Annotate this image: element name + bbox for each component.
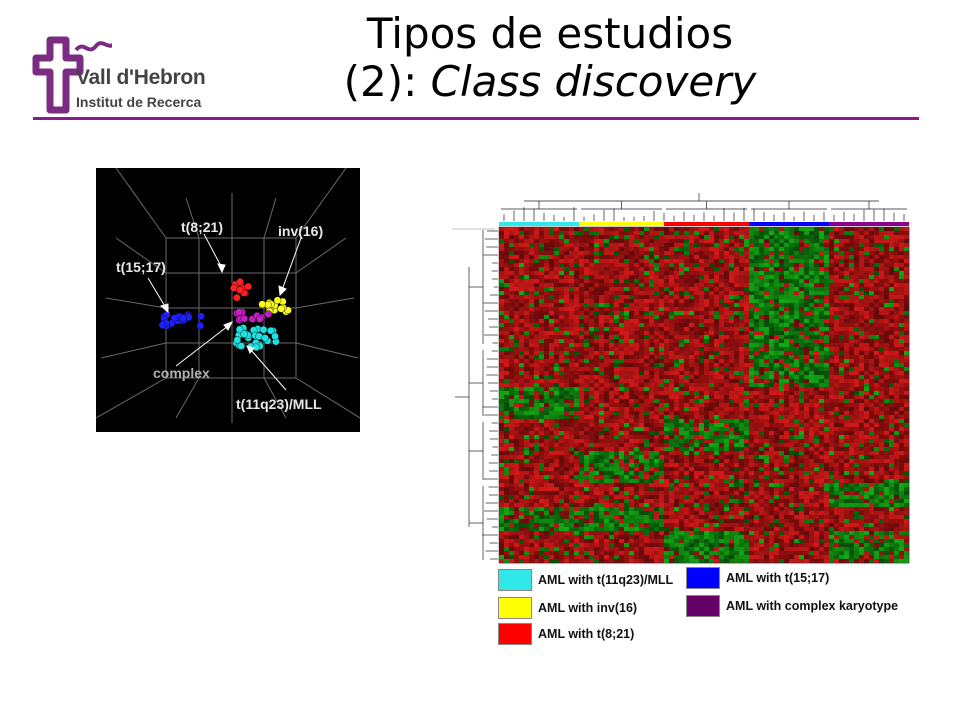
label-arrows (147, 233, 302, 391)
scatter-point (232, 293, 241, 302)
grid-box (95, 167, 361, 423)
legend-swatch (498, 597, 532, 619)
title-prefix: (2): (343, 57, 431, 106)
title-line-2: (2): Class discovery (300, 58, 800, 106)
legend-swatch (498, 569, 532, 591)
legend-item: AML with t(8;21) (498, 622, 634, 646)
scatter-point (197, 312, 205, 321)
legend-item: AML with t(15;17) (686, 566, 829, 590)
scatter-point (179, 314, 187, 322)
scatter-point (233, 336, 242, 344)
label-inv16: inv(16) (278, 223, 323, 239)
scatter-point (264, 310, 273, 318)
vall-dhebron-logo (22, 30, 232, 120)
title-line-1: Tipos de estudios (366, 9, 734, 58)
scatter-point (158, 321, 167, 329)
legend-swatch (686, 567, 720, 589)
scatter-point (258, 300, 266, 309)
sample-group-bar (499, 222, 909, 226)
scatter-point (277, 304, 285, 313)
logo-name: Vall d'Hebron (76, 66, 206, 89)
scatter-point (170, 314, 179, 322)
sample-dendrogram (501, 193, 907, 221)
gene-dendrogram (452, 228, 498, 560)
scatter-point (271, 332, 279, 341)
label-complex: complex (153, 365, 210, 381)
scatter-point (240, 330, 248, 338)
expression-heatmap (452, 192, 914, 564)
slide-title: Tipos de estudios (2): Class discovery (300, 10, 800, 106)
label-t1517: t(15;17) (116, 259, 166, 275)
scatter-point (235, 325, 244, 334)
scatter-point (261, 334, 269, 342)
scatter-point (252, 343, 260, 352)
scatter-point (244, 282, 253, 291)
scatter-point (237, 342, 246, 350)
scatter-point (235, 308, 243, 316)
legend-label: AML with t(11q23)/MLL (538, 573, 674, 587)
scatter-point (196, 321, 205, 330)
label-t11q23: t(11q23)/MLL (236, 396, 322, 412)
scatter-point (255, 315, 264, 323)
title-divider (33, 117, 919, 120)
legend-swatch (686, 595, 720, 617)
legend-item: AML with t(11q23)/MLL (498, 568, 673, 592)
legend: AML with t(11q23)/MLL AML with inv(16) A… (498, 566, 918, 650)
legend-item: AML with complex karyotype (686, 594, 898, 618)
legend-item: AML with inv(16) (498, 596, 637, 620)
legend-label: AML with inv(16) (538, 601, 638, 615)
legend-swatch (498, 623, 532, 645)
scatter-point (273, 296, 282, 305)
label-t821: t(8;21) (181, 219, 223, 235)
title-italic: Class discovery (430, 57, 757, 106)
scatter-point (266, 326, 275, 335)
pca-3d-scatter: t(8;21) inv(16) t(15;17) complex t(11q23… (95, 167, 361, 432)
logo-subtitle: Institut de Recerca (76, 94, 202, 110)
heatmap-cells (498, 226, 910, 564)
legend-label: AML with t(8;21) (538, 627, 635, 641)
legend-label: AML with t(15;17) (726, 571, 830, 585)
scatter-point (259, 325, 268, 334)
cross-logo-icon (32, 36, 112, 114)
scatter-point (236, 278, 244, 286)
scatter-point (236, 286, 244, 294)
legend-label: AML with complex karyotype (726, 599, 899, 613)
